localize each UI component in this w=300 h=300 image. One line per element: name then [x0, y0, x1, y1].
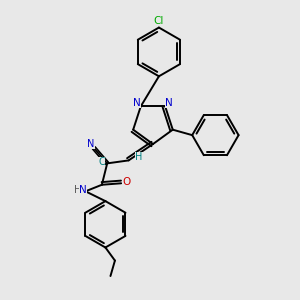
Text: N: N [87, 140, 94, 149]
Text: O: O [122, 177, 130, 187]
Text: H: H [135, 152, 143, 162]
Text: N: N [165, 98, 172, 108]
Text: H: H [74, 185, 82, 195]
Text: Cl: Cl [154, 16, 164, 26]
Text: N: N [79, 185, 87, 195]
Text: C: C [98, 157, 105, 167]
Text: N: N [133, 98, 141, 108]
